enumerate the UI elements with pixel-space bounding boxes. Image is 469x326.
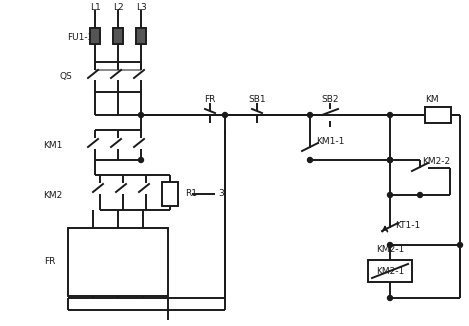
Bar: [114, 29, 122, 43]
Text: FU1-3: FU1-3: [67, 34, 93, 42]
Text: KM: KM: [425, 95, 439, 103]
Circle shape: [308, 157, 312, 162]
Bar: [368, 260, 412, 282]
Text: QS: QS: [59, 71, 72, 81]
Text: KT1-1: KT1-1: [395, 220, 420, 230]
Text: SB1: SB1: [248, 95, 266, 103]
Circle shape: [222, 112, 227, 117]
Text: KM2: KM2: [43, 190, 62, 200]
Circle shape: [138, 112, 144, 117]
Circle shape: [387, 157, 393, 162]
Bar: [137, 29, 145, 43]
Circle shape: [387, 192, 393, 198]
Bar: [90, 28, 100, 44]
Text: FR: FR: [44, 258, 55, 266]
Text: L3: L3: [136, 3, 146, 11]
Circle shape: [138, 157, 144, 162]
Text: L2: L2: [113, 3, 123, 11]
Text: FR: FR: [204, 95, 216, 103]
Text: KM1: KM1: [43, 141, 62, 150]
Circle shape: [387, 243, 393, 247]
Text: SB2: SB2: [321, 95, 339, 103]
Bar: [425, 107, 451, 123]
Text: R1: R1: [185, 189, 197, 199]
Bar: [136, 28, 146, 44]
Text: KM2-1: KM2-1: [376, 245, 404, 255]
Text: KM2-2: KM2-2: [422, 157, 450, 167]
Circle shape: [417, 192, 423, 198]
Bar: [162, 182, 178, 206]
Bar: [91, 29, 99, 43]
Circle shape: [387, 112, 393, 117]
Text: L1: L1: [90, 3, 100, 11]
Text: KM1-1: KM1-1: [316, 138, 344, 146]
Circle shape: [308, 112, 312, 117]
Circle shape: [387, 295, 393, 301]
Circle shape: [387, 157, 393, 162]
Bar: [113, 28, 123, 44]
Bar: [68, 228, 168, 296]
Text: KM2-1: KM2-1: [376, 266, 404, 275]
Circle shape: [457, 243, 462, 247]
Text: 3: 3: [218, 189, 224, 199]
